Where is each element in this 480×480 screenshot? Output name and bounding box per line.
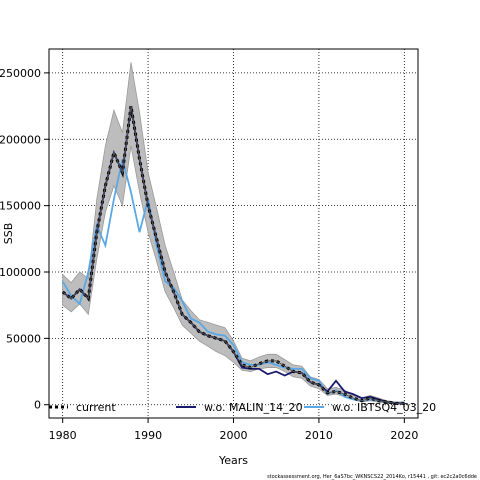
- legend-label: w.o. IBTSQ4_03_20: [332, 401, 436, 414]
- x-tick-label: 1990: [134, 429, 162, 442]
- y-axis: 0 50000 100000 150000 200000 250000: [0, 67, 50, 412]
- legend-w-o-ibtsq4-03-20: w.o. IBTSQ4_03_20: [304, 401, 436, 414]
- x-tick-label: 1980: [49, 429, 77, 442]
- legend: current w.o. MALIN_14_20 w.o. IBTSQ4_03_20: [49, 401, 436, 414]
- x-axis-title: Years: [218, 454, 248, 467]
- y-tick-label: 50000: [6, 332, 41, 345]
- legend-w-o-malin-14-20: w.o. MALIN_14_20: [176, 401, 303, 414]
- x-tick-label: 2020: [390, 429, 418, 442]
- series-line-w-o-ibtsq4-03-20: [61, 158, 405, 404]
- legend-label: current: [76, 401, 116, 414]
- y-tick-label: 150000: [0, 200, 41, 213]
- y-tick-label: 0: [34, 399, 41, 412]
- x-tick-label: 2010: [305, 429, 333, 442]
- x-tick-label: 2000: [220, 429, 248, 442]
- x-axis: 1980 1990 2000 2010 2020: [49, 417, 418, 442]
- y-tick-label: 200000: [0, 133, 41, 146]
- footer-note: stockassessment.org, Her_6aS7bc_WKNSCS22…: [267, 474, 477, 480]
- y-axis-title: SSB: [2, 223, 15, 245]
- y-tick-label: 250000: [0, 67, 41, 80]
- legend-label: w.o. MALIN_14_20: [204, 401, 303, 414]
- series-line-current-core: [62, 106, 405, 404]
- y-tick-label: 100000: [0, 266, 41, 279]
- series-lines: [61, 105, 405, 405]
- legend-current: current: [49, 401, 116, 414]
